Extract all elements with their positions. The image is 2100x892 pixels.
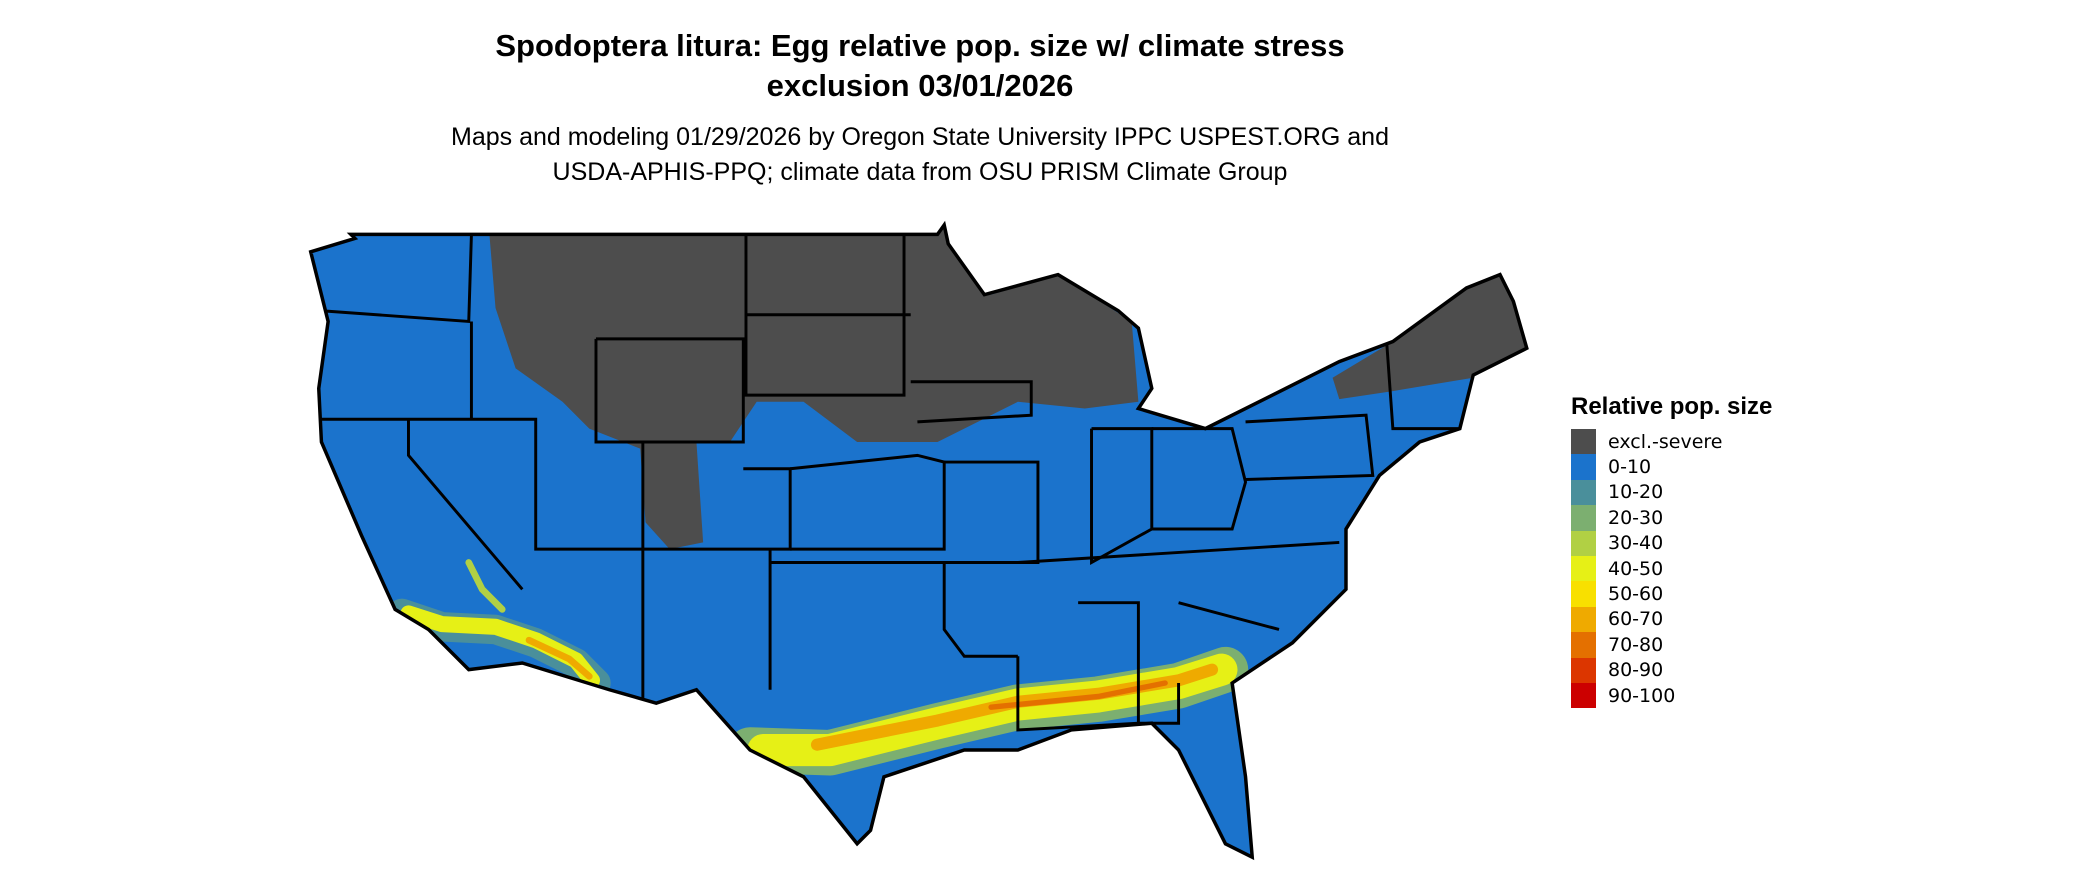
legend-swatch (1571, 606, 1596, 633)
map-title-line-1: Spodoptera litura: Egg relative pop. siz… (495, 28, 1345, 63)
legend-item: 50-60 (1571, 581, 1772, 607)
legend-label: 0-10 (1608, 456, 1652, 479)
legend-label: 10-20 (1608, 481, 1664, 504)
legend-label: 30-40 (1608, 532, 1664, 555)
legend-label: 90-100 (1608, 684, 1676, 707)
legend: Relative pop. size excl.-severe 0-10 10-20… (1571, 393, 1773, 709)
legend-item: excl.-severe (1571, 429, 1772, 455)
map-title-line-2: exclusion 03/01/2026 (766, 68, 1074, 103)
legend-item: 30-40 (1571, 530, 1772, 556)
legend-swatch (1571, 581, 1596, 607)
legend-swatch (1571, 454, 1596, 480)
legend-item: 0-10 (1571, 454, 1772, 480)
legend-item: 80-90 (1571, 657, 1772, 683)
region-excl-severe-northeast (1332, 267, 1527, 400)
legend-label: excl.-severe (1608, 430, 1723, 453)
legend-item: 20-30 (1571, 505, 1772, 531)
legend-label: 60-70 (1608, 608, 1664, 631)
legend-item: 70-80 (1571, 632, 1772, 658)
legend-swatch (1571, 657, 1596, 683)
map-subtitle-line-2: USDA-APHIS-PPQ; climate data from OSU PR… (552, 158, 1288, 186)
legend-label: 80-90 (1608, 659, 1664, 682)
legend-swatch (1571, 530, 1596, 556)
legend-item: 10-20 (1571, 479, 1772, 506)
legend-label: 70-80 (1608, 633, 1664, 656)
region-excl-severe-north (488, 227, 1139, 550)
legend-swatch (1571, 682, 1596, 709)
legend-label: 40-50 (1608, 557, 1664, 580)
legend-swatch (1571, 632, 1596, 658)
legend-label: 50-60 (1608, 583, 1664, 606)
legend-item: 60-70 (1571, 606, 1772, 633)
legend-item: 40-50 (1571, 555, 1772, 582)
legend-label: 20-30 (1608, 506, 1664, 529)
legend-item: 90-100 (1571, 682, 1772, 709)
legend-swatch (1571, 479, 1596, 506)
legend-title: Relative pop. size (1571, 393, 1773, 420)
legend-swatch (1571, 429, 1596, 455)
legend-swatch (1571, 505, 1596, 531)
map-subtitle-line-1: Maps and modeling 01/29/2026 by Oregon S… (451, 123, 1389, 151)
legend-swatch (1571, 555, 1596, 582)
